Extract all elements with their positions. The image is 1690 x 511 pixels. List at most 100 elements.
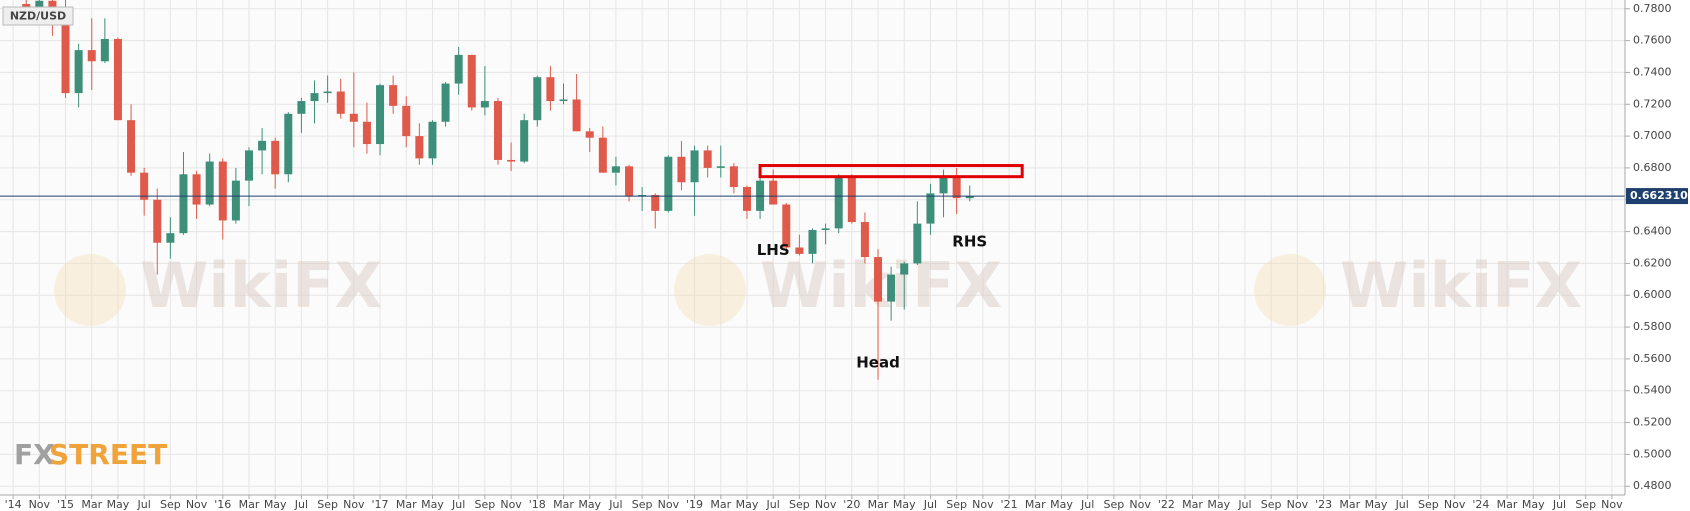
annotation: LHS	[757, 241, 790, 259]
candle-body	[362, 121, 371, 145]
symbol-box	[2, 6, 74, 26]
x-tick-label: May	[1050, 498, 1073, 511]
candle-body	[677, 156, 686, 183]
watermark: WikiFX	[140, 249, 382, 322]
candle-body	[782, 204, 791, 248]
y-tick-label: 0.6800	[1633, 161, 1672, 174]
candle-body	[585, 131, 594, 138]
logo-street: STREET	[49, 438, 167, 471]
symbol: NZD/USD	[10, 10, 66, 23]
x-tick-label: Jul	[766, 498, 780, 511]
candle-body	[415, 136, 424, 159]
x-tick-label: Jul	[294, 498, 308, 511]
candle-body	[140, 172, 149, 200]
x-tick-label: Sep	[1104, 498, 1125, 511]
candle-body	[625, 166, 634, 197]
candle-body	[402, 105, 411, 137]
candle-body	[533, 77, 542, 121]
candle-body	[467, 54, 476, 108]
candle-body	[507, 159, 516, 162]
candle-body	[874, 257, 883, 302]
candle-body	[952, 177, 961, 199]
candle-body	[546, 77, 555, 102]
logo-fx: FX	[14, 438, 55, 471]
candle-body	[271, 140, 280, 175]
candle-body	[336, 91, 345, 114]
candle-body	[598, 137, 607, 173]
candle-body	[376, 85, 385, 145]
y-tick-label: 0.4800	[1633, 479, 1672, 492]
candle-body	[179, 174, 188, 234]
resistance-zone	[758, 164, 1024, 179]
x-tick-label: Sep	[1575, 498, 1596, 511]
candle-body	[244, 150, 253, 181]
candle-body	[690, 150, 699, 183]
grid	[0, 0, 1625, 495]
x-tick-label: Mar	[1497, 498, 1518, 511]
y-tick-label: 0.7000	[1633, 129, 1672, 142]
candle-body	[926, 193, 935, 224]
candle-body	[297, 101, 306, 114]
x-tick-label: Nov	[29, 498, 51, 511]
x-tick-label: '14	[5, 498, 22, 511]
candle-body	[454, 54, 463, 84]
y-tick-label: 0.7400	[1633, 65, 1672, 78]
x-tick-label: '21	[1001, 498, 1018, 511]
x-tick-label: Sep	[789, 498, 810, 511]
candle-body	[127, 120, 136, 173]
x-tick-label: Jul	[1080, 498, 1094, 511]
candle-body	[742, 187, 751, 211]
x-tick-label: '23	[1315, 498, 1332, 511]
candle-body	[61, 8, 70, 94]
candle-body	[821, 228, 830, 230]
y-tick-label: 0.7800	[1633, 2, 1672, 15]
x-tick-label: Jul	[1395, 498, 1409, 511]
x-tick-label: Mar	[553, 498, 574, 511]
candle-body	[205, 161, 214, 205]
watermark-icon	[674, 254, 746, 326]
x-tick-label: Mar	[81, 498, 102, 511]
x-tick-label: Nov	[815, 498, 837, 511]
x-tick-label: May	[421, 498, 444, 511]
candle-body	[349, 113, 358, 122]
x-tick-label: May	[1365, 498, 1388, 511]
candle-body	[74, 50, 83, 94]
x-tick-label: Nov	[1287, 498, 1309, 511]
x-tick-label: Mar	[1182, 498, 1203, 511]
x-tick-label: Nov	[186, 498, 208, 511]
watermarks: WikiFXWikiFXWikiFX	[54, 249, 1582, 326]
candle-body	[716, 166, 725, 168]
x-tick-label: Nov	[1444, 498, 1466, 511]
x-tick-label: Jul	[451, 498, 465, 511]
candle-body	[284, 113, 293, 175]
x-tick-label: '16	[214, 498, 231, 511]
x-tick-label: May	[1522, 498, 1545, 511]
y-tick-label: 0.6400	[1633, 225, 1672, 238]
annotation: Head	[856, 353, 900, 371]
watermark: WikiFX	[1340, 249, 1582, 322]
candle-body	[428, 121, 437, 159]
x-tick-label: Nov	[500, 498, 522, 511]
candle-body	[48, 0, 57, 9]
candle-body	[480, 101, 489, 108]
x-tick-label: Nov	[1601, 498, 1623, 511]
x-tick-label: Sep	[632, 498, 653, 511]
x-tick-label: Mar	[1339, 498, 1360, 511]
candle-body	[703, 150, 712, 168]
x-tick-label: May	[736, 498, 759, 511]
y-tick-label: 0.7600	[1633, 34, 1672, 47]
y-tick-label: 0.5400	[1633, 384, 1672, 397]
x-tick-label: May	[1207, 498, 1230, 511]
candle-body	[795, 247, 804, 254]
x-tick-label: Sep	[317, 498, 338, 511]
x-tick-label: Jul	[137, 498, 151, 511]
candle-body	[939, 177, 948, 194]
candle-body	[559, 99, 568, 102]
x-tick-label: '20	[843, 498, 860, 511]
y-tick-label: 0.6200	[1633, 256, 1672, 269]
candle-body	[22, 3, 31, 9]
x-tick-label: Mar	[710, 498, 731, 511]
candle-body	[166, 233, 175, 243]
x-tick-label: Mar	[239, 498, 260, 511]
candle-body	[100, 38, 109, 62]
